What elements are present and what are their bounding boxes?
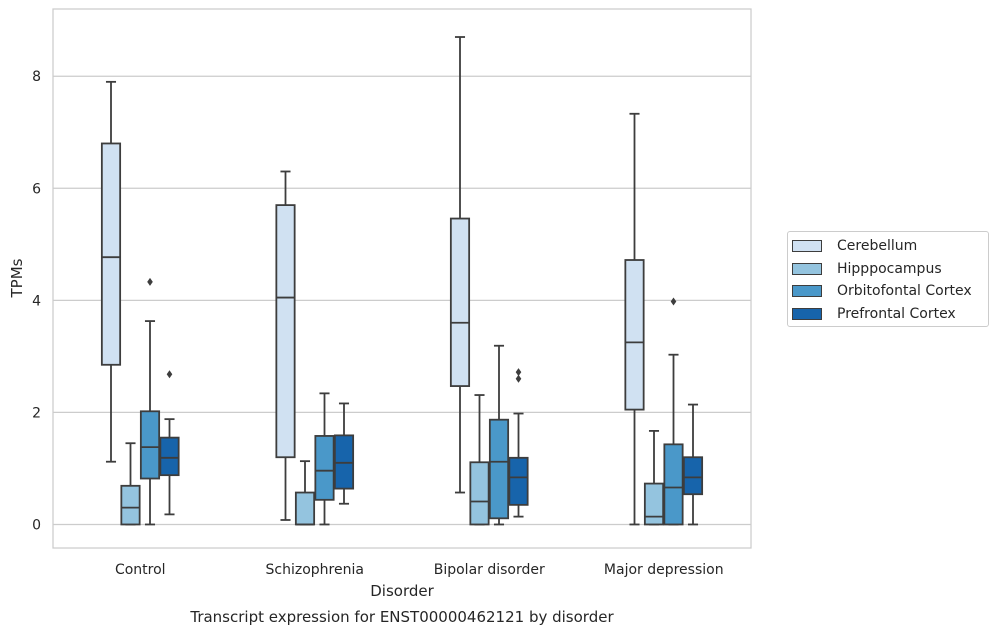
x-tick-label: Schizophrenia bbox=[266, 562, 364, 578]
x-axis-label: Disorder bbox=[370, 582, 434, 600]
box-body bbox=[275, 204, 296, 459]
legend-label: Prefrontal Cortex bbox=[837, 305, 956, 322]
box-hipppocampus bbox=[294, 460, 316, 526]
chart-caption: Transcript expression for ENST0000046212… bbox=[189, 608, 614, 626]
legend-item: Hipppocampus bbox=[792, 258, 988, 281]
box-hipppocampus bbox=[643, 429, 665, 526]
legend-swatch bbox=[792, 262, 822, 275]
box-body bbox=[314, 435, 335, 501]
outlier-point bbox=[166, 370, 173, 379]
plot-area-frame bbox=[52, 8, 752, 549]
box-body bbox=[100, 142, 122, 366]
legend-label: Cerebellum bbox=[837, 238, 918, 255]
box-cerebellum bbox=[449, 36, 471, 494]
y-tick-label: 4 bbox=[32, 293, 41, 309]
legend-item: Cerebellum bbox=[792, 235, 988, 258]
box-body bbox=[624, 259, 645, 411]
x-tick-label: Control bbox=[115, 562, 166, 578]
outlier-point bbox=[147, 277, 153, 286]
box-body bbox=[139, 410, 161, 480]
box-body bbox=[508, 456, 529, 506]
box-prefrontal-cortex bbox=[159, 370, 180, 516]
outlier-point bbox=[515, 368, 522, 377]
box-orbitofontal-cortex bbox=[314, 392, 335, 526]
box-cerebellum bbox=[100, 80, 122, 463]
legend-swatch bbox=[792, 240, 822, 253]
box-body bbox=[449, 217, 471, 387]
outlier-point bbox=[515, 374, 522, 383]
box-cerebellum bbox=[275, 170, 296, 521]
legend-swatch bbox=[792, 285, 822, 298]
y-tick-label: 8 bbox=[32, 69, 41, 85]
box-orbitofontal-cortex bbox=[663, 297, 684, 526]
box-orbitofontal-cortex bbox=[139, 277, 161, 526]
box-prefrontal-cortex bbox=[333, 402, 355, 505]
y-tick-label: 2 bbox=[32, 405, 41, 421]
box-body bbox=[120, 484, 141, 526]
legend-label: Hipppocampus bbox=[837, 260, 942, 277]
box-body bbox=[159, 436, 180, 477]
legend: Cerebellum Hipppocampus Orbitofontal Corte… bbox=[787, 231, 989, 327]
box-body bbox=[682, 456, 704, 496]
x-tick-label: Major depression bbox=[604, 562, 724, 578]
legend-item: Orbitofontal Cortex bbox=[792, 280, 988, 303]
x-tick-label: Bipolar disorder bbox=[434, 562, 545, 578]
legend-label: Orbitofontal Cortex bbox=[837, 283, 972, 300]
box-cerebellum bbox=[624, 112, 645, 526]
x-tick-labels: Control Schizophrenia Bipolar disorder Majo… bbox=[115, 562, 724, 578]
box-body bbox=[663, 443, 684, 526]
box-prefrontal-cortex bbox=[682, 403, 704, 526]
legend-swatch bbox=[792, 307, 822, 320]
box-hipppocampus bbox=[120, 442, 141, 526]
box-prefrontal-cortex bbox=[508, 368, 529, 518]
y-tick-label: 6 bbox=[32, 181, 41, 197]
box-orbitofontal-cortex bbox=[488, 344, 510, 526]
box-body bbox=[488, 418, 510, 520]
y-tick-label: 0 bbox=[32, 517, 41, 533]
box-hipppocampus bbox=[469, 394, 490, 526]
box-body bbox=[294, 491, 316, 526]
box-body bbox=[469, 461, 490, 526]
y-tick-labels: 0 2 4 6 8 bbox=[32, 69, 41, 533]
y-axis-label: TPMs bbox=[8, 258, 26, 298]
box-body bbox=[643, 482, 665, 526]
legend-item: Prefrontal Cortex bbox=[792, 303, 988, 326]
box-groups bbox=[100, 36, 704, 526]
outlier-point bbox=[670, 297, 677, 306]
